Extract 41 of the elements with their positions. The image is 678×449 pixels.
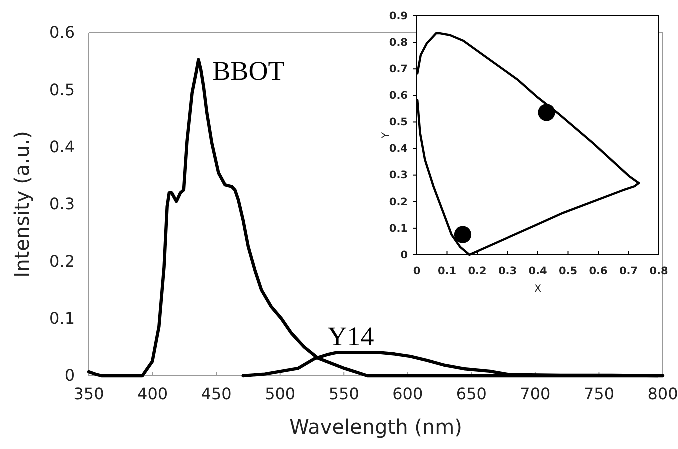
x-tick-label: 0 — [413, 265, 421, 278]
series-label: Y14 — [328, 322, 375, 352]
series-label: BBOT — [212, 56, 286, 86]
x-tick-label: 0.8 — [650, 265, 668, 278]
x-tick-label: 700 — [520, 384, 551, 404]
y-tick-label: 0.8 — [389, 36, 408, 49]
x-tick-label: 0.5 — [558, 265, 578, 278]
x-tick-label: 0.3 — [498, 265, 518, 278]
y-tick-label: 0 — [400, 249, 408, 262]
y-tick-label: 0.5 — [50, 80, 75, 100]
x-tick-label: 350 — [74, 384, 104, 404]
y-tick-label: 0.5 — [389, 116, 408, 129]
x-tick-label: 800 — [648, 384, 678, 404]
y-tick-label: 0.6 — [50, 23, 75, 42]
x-tick-label: 0.4 — [528, 265, 548, 278]
x-tick-label: 500 — [265, 384, 296, 404]
x-tick-label: 400 — [138, 384, 168, 404]
y-tick-label: 0.3 — [50, 194, 75, 214]
y-tick-label: 0.7 — [389, 63, 408, 76]
x-axis-title: Wavelength (nm) — [290, 415, 462, 439]
y-tick-label: 0.3 — [389, 170, 408, 182]
y-axis-title: Y — [381, 132, 392, 140]
y-tick-label: 0.9 — [389, 10, 408, 22]
x-tick-label: 0.1 — [438, 265, 457, 278]
x-tick-label: 600 — [392, 384, 424, 404]
y-tick-label: 0.4 — [389, 143, 408, 156]
y-tick-label: 0.1 — [389, 222, 408, 235]
y-tick-label: 0.6 — [389, 90, 408, 102]
x-tick-label: 450 — [201, 384, 232, 404]
y-tick-label: 0.4 — [50, 137, 75, 156]
y-tick-label: 0.2 — [389, 196, 408, 208]
x-tick-label: 750 — [584, 384, 614, 404]
x-tick-label: 550 — [328, 384, 360, 404]
y-axis-title: Intensity (a.u.) — [10, 131, 34, 278]
x-tick-label: 650 — [456, 384, 487, 404]
y-tick-label: 0.1 — [50, 308, 75, 328]
x-tick-label: 0.7 — [619, 265, 638, 278]
y-tick-label: 0 — [64, 366, 75, 386]
x-axis-title: X — [534, 284, 542, 295]
x-tick-label: 0.2 — [468, 265, 487, 278]
x-tick-label: 0.6 — [589, 265, 608, 278]
